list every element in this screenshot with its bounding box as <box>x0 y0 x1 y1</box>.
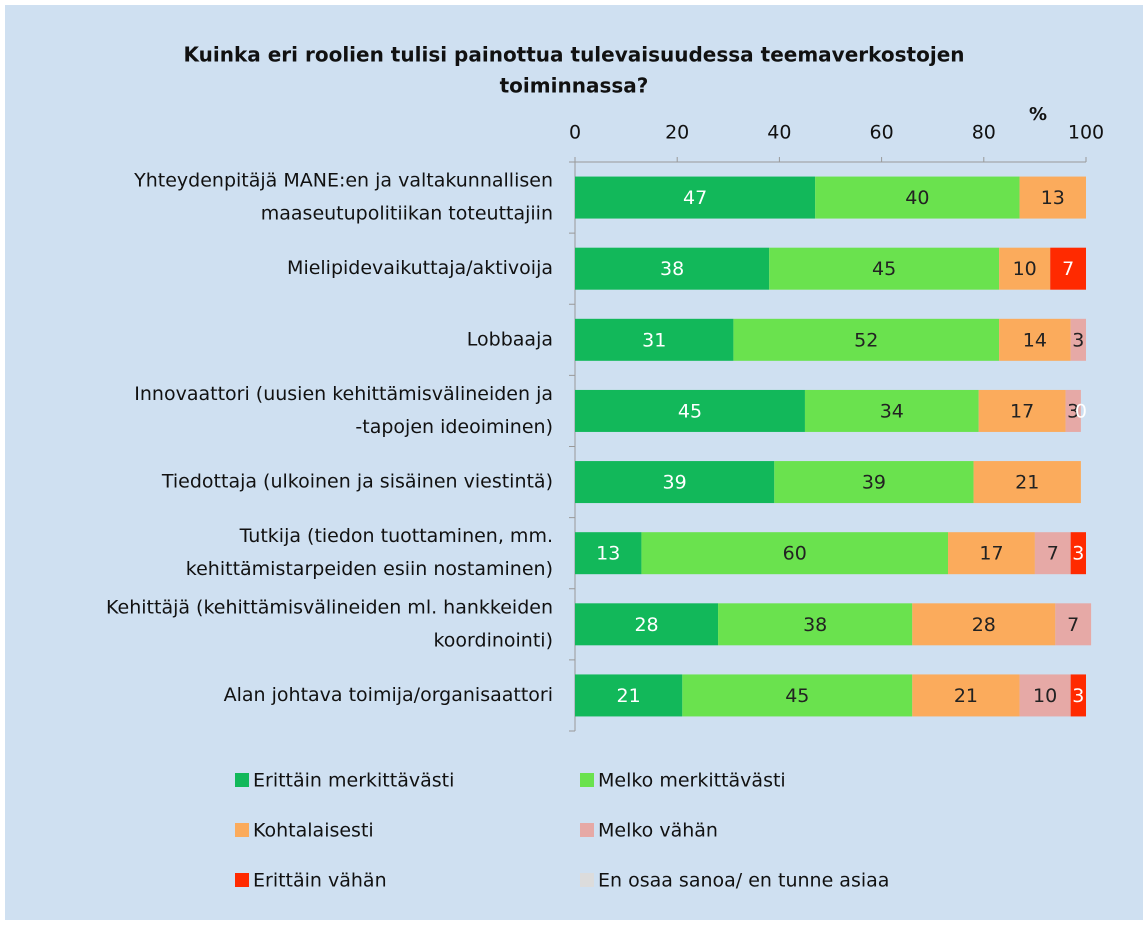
chart-title: toiminnassa? <box>500 74 649 98</box>
data-label: 3 <box>1067 400 1079 422</box>
legend-swatch <box>235 773 249 787</box>
y-tick-label: Tiedottaja (ulkoinen ja sisäinen viestin… <box>161 471 553 493</box>
chart-title: Kuinka eri roolien tulisi painottua tule… <box>184 43 965 67</box>
y-tick-label: Mielipidevaikuttaja/aktivoija <box>287 257 553 279</box>
y-tick-label: maaseutupolitiikan toteuttajiin <box>261 203 553 225</box>
data-label: 60 <box>783 543 807 565</box>
data-label: 17 <box>1010 400 1034 422</box>
data-label: 21 <box>1015 472 1039 494</box>
bar-segment <box>1065 389 1081 432</box>
bar-segment <box>575 389 805 432</box>
bar-segment <box>1070 318 1086 361</box>
y-tick-label: -tapojen ideoiminen) <box>355 416 553 438</box>
bar-segment <box>769 247 1000 290</box>
legend-swatch <box>580 823 594 837</box>
x-tick-label: 60 <box>870 122 894 144</box>
bar-segment <box>912 603 1056 646</box>
y-tick-label: Innovaattori (uusien kehittämisvälineide… <box>134 383 553 405</box>
x-tick-label: 80 <box>972 122 996 144</box>
data-label: 3 <box>1072 543 1084 565</box>
bar-segment <box>575 603 719 646</box>
bar-segment <box>978 389 1066 432</box>
data-label: 14 <box>1023 329 1047 351</box>
legend-label: Erittäin merkittävästi <box>253 770 454 792</box>
data-label: 7 <box>1067 614 1079 636</box>
bar-segment <box>575 247 770 290</box>
data-label: 34 <box>880 400 904 422</box>
x-tick-label: 0 <box>569 122 581 144</box>
data-label: 45 <box>678 400 702 422</box>
bar-segment <box>912 674 1020 717</box>
bar-segment <box>682 674 913 717</box>
bar-segment <box>1050 247 1086 290</box>
bar-segment <box>1055 603 1092 646</box>
bar-segment <box>575 674 683 717</box>
x-tick-label: 40 <box>767 122 791 144</box>
data-label: 52 <box>854 329 878 351</box>
bar-segment <box>718 603 913 646</box>
legend-swatch <box>580 773 594 787</box>
bar-segment <box>641 532 949 575</box>
legend-swatch <box>235 823 249 837</box>
bar-segment <box>575 318 734 361</box>
bar-segment <box>999 247 1051 290</box>
data-label: 10 <box>1033 685 1057 707</box>
data-label: 38 <box>803 614 827 636</box>
bar-segment <box>1019 176 1086 219</box>
y-tick-label: Alan johtava toimija/organisaattori <box>224 684 553 706</box>
data-label: 7 <box>1062 258 1074 280</box>
y-tick-label: Lobbaaja <box>467 328 553 350</box>
data-label: 31 <box>642 329 666 351</box>
data-label: 45 <box>872 258 896 280</box>
y-tick-label: Tutkija (tiedon tuottaminen, mm. <box>239 525 553 547</box>
bar-segment <box>575 532 642 575</box>
data-label: 10 <box>1013 258 1037 280</box>
legend-label: Kohtalaisesti <box>253 820 374 842</box>
bar-segment <box>804 389 979 432</box>
axis-label: % <box>1029 104 1047 125</box>
bar-segment <box>999 318 1071 361</box>
data-label: 40 <box>905 187 929 209</box>
data-label: 47 <box>683 187 707 209</box>
bar-segment <box>815 176 1020 219</box>
bar-segment <box>1019 674 1071 717</box>
y-tick-label: kehittämistarpeiden esiin nostaminen) <box>186 558 553 580</box>
bar-segment <box>1034 532 1071 575</box>
data-label: 45 <box>785 685 809 707</box>
legend-swatch <box>580 873 594 887</box>
data-label: 39 <box>862 472 886 494</box>
y-tick-label: koordinointi) <box>433 629 553 651</box>
data-label: 39 <box>663 472 687 494</box>
bar-segment <box>1070 674 1086 717</box>
data-label: 28 <box>634 614 658 636</box>
data-label: 13 <box>1041 187 1065 209</box>
legend-label: Erittäin vähän <box>253 870 387 892</box>
y-tick-label: Kehittäjä (kehittämisvälineiden ml. hank… <box>106 596 553 618</box>
bar-segment <box>575 176 816 219</box>
bar-segment <box>1070 532 1086 575</box>
y-tick-label: Yhteydenpitäjä MANE:en ja valtakunnallis… <box>133 170 553 192</box>
data-label: 21 <box>954 685 978 707</box>
data-label: 7 <box>1047 543 1059 565</box>
data-label: 21 <box>617 685 641 707</box>
bar-segment <box>733 318 1000 361</box>
legend-swatch <box>235 873 249 887</box>
data-label: 13 <box>596 543 620 565</box>
legend-label: Melko vähän <box>598 820 718 842</box>
data-label: 38 <box>660 258 684 280</box>
bar-segment <box>948 532 1035 575</box>
legend-label: En osaa sanoa/ en tunne asiaa <box>598 870 889 892</box>
bar-segment <box>575 461 775 504</box>
legend-label: Melko merkittävästi <box>598 770 786 792</box>
data-label: 17 <box>979 543 1003 565</box>
x-tick-label: 100 <box>1068 122 1104 144</box>
data-label: 0 <box>1075 400 1087 422</box>
bar-segment <box>973 461 1081 504</box>
data-label: 3 <box>1072 329 1084 351</box>
data-label: 28 <box>972 614 996 636</box>
x-tick-label: 20 <box>665 122 689 144</box>
data-label: 3 <box>1072 685 1084 707</box>
bar-segment <box>774 461 974 504</box>
